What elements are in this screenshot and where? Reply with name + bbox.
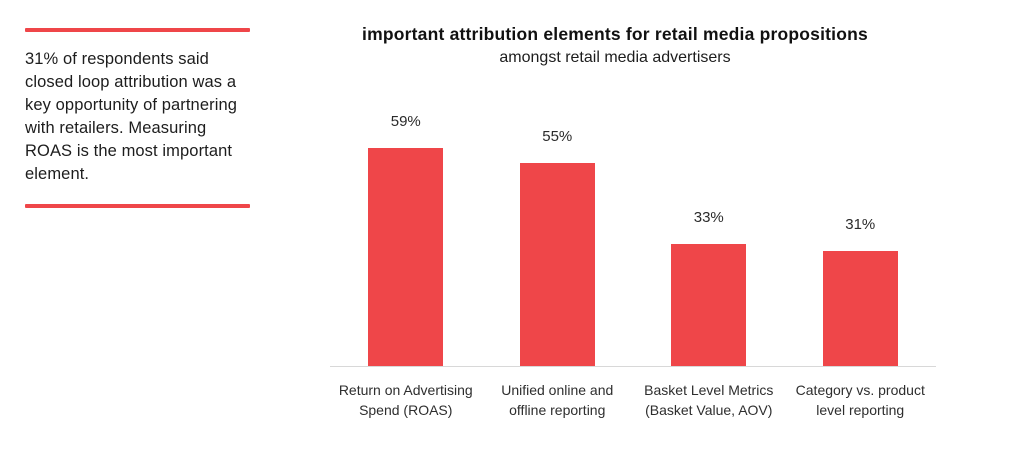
callout-text: 31% of respondents said closed loop attr… — [25, 50, 238, 183]
category-label: Category vs. product level reporting — [795, 382, 925, 418]
category-label: Unified online and offline reporting — [501, 382, 614, 418]
bar-column: 33% — [633, 209, 785, 366]
bar — [519, 162, 595, 366]
callout-panel: 31% of respondents said closed loop attr… — [25, 28, 250, 208]
callout-top-rule — [25, 28, 250, 32]
chart-subtitle: amongst retail media advertisers — [499, 49, 731, 66]
bar-chart: 59% 55% 33% 31% Return on Advertising Spend … — [330, 100, 936, 420]
bar — [822, 251, 898, 366]
bar — [671, 243, 747, 366]
chart-title: important attribution elements for retai… — [362, 24, 868, 44]
bar — [368, 147, 444, 366]
bar-column: 55% — [482, 127, 634, 366]
category-label: Basket Level Metrics (Basket Value, AOV) — [644, 382, 774, 418]
bar-value-label: 55% — [542, 127, 573, 145]
bar-column: 59% — [330, 113, 482, 366]
category-label: Return on Advertising Spend (ROAS) — [338, 382, 473, 418]
bar-value-label: 33% — [693, 208, 724, 226]
bars-container: 59% 55% 33% 31% — [330, 100, 936, 367]
chart-header: important attribution elements for retai… — [300, 24, 930, 67]
callout-bottom-rule — [25, 204, 250, 208]
bar-column: 31% — [785, 216, 937, 366]
bar-value-label: 31% — [845, 216, 876, 234]
bar-value-label: 59% — [390, 112, 421, 130]
category-labels: Return on Advertising Spend (ROAS) Unified… — [330, 380, 936, 420]
